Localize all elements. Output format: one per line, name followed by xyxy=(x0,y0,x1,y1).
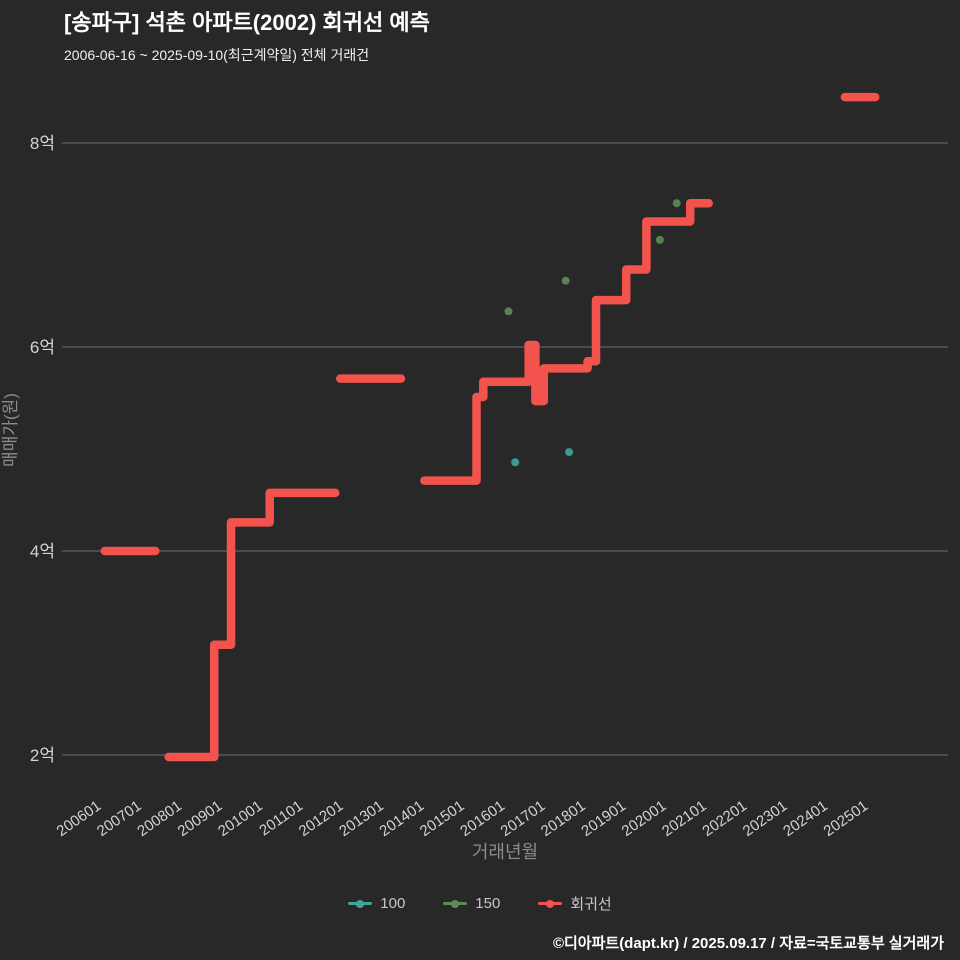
data-point xyxy=(672,199,681,208)
x-tick-labels: 2006012007012008012009012010012011012012… xyxy=(54,797,872,840)
legend-label: 100 xyxy=(380,895,406,912)
x-tick-label: 201801 xyxy=(538,797,589,840)
x-tick-label: 200601 xyxy=(54,797,105,840)
x-tick-label: 201101 xyxy=(256,797,306,839)
legend-item-100: 100 xyxy=(348,895,405,912)
source-credit: ©디아파트(dapt.kr) / 2025.09.17 / 자료=국토교통부 실… xyxy=(552,935,944,952)
legend-item-regression: 회귀선 xyxy=(538,893,612,914)
y-gridlines: 2억 4억 6억 8억 xyxy=(30,134,948,765)
y-tick-label: 2억 xyxy=(30,746,55,765)
x-tick-label: 201001 xyxy=(215,797,266,840)
legend-marker-regression-icon xyxy=(538,899,563,908)
legend-label: 회귀선 xyxy=(570,896,612,913)
data-point xyxy=(504,307,513,316)
x-tick-label: 201301 xyxy=(336,797,387,840)
y-tick-label: 8억 xyxy=(30,134,55,153)
page-title: [송파구] 석촌 아파트(2002) 회귀선 예측 xyxy=(64,10,430,35)
y-tick-label: 4억 xyxy=(30,542,55,561)
chart-header: [송파구] 석촌 아파트(2002) 회귀선 예측 2006-06-16 ~ 2… xyxy=(64,8,430,65)
x-tick-label: 201201 xyxy=(296,797,347,840)
legend-label: 150 xyxy=(475,895,501,912)
x-tick-label: 200701 xyxy=(94,797,145,840)
x-tick-label: 202201 xyxy=(699,797,750,840)
legend-marker-150-icon xyxy=(443,899,468,908)
legend-marker-100-icon xyxy=(348,899,373,908)
regression-line xyxy=(100,92,880,762)
x-tick-label: 200801 xyxy=(134,797,185,840)
x-tick-label: 201901 xyxy=(578,797,629,840)
y-tick-label: 6억 xyxy=(30,338,55,357)
x-tick-label: 201501 xyxy=(417,797,468,840)
data-point xyxy=(561,276,570,285)
x-axis-label: 거래년월 xyxy=(472,842,538,862)
x-tick-label: 202001 xyxy=(619,797,670,840)
x-tick-label: 200901 xyxy=(175,797,226,840)
regression-segment xyxy=(420,198,713,485)
x-tick-label: 202401 xyxy=(780,797,831,840)
x-tick-label: 202101 xyxy=(659,797,710,840)
data-point xyxy=(655,235,664,244)
legend-item-150: 150 xyxy=(443,895,500,912)
x-tick-label: 201701 xyxy=(498,797,549,840)
scatter-series-100 xyxy=(511,448,574,467)
chart-legend: 100 150 회귀선 xyxy=(0,893,960,914)
page-subtitle: 2006-06-16 ~ 2025-09-10(최근계약일) 전체 거래건 xyxy=(64,46,370,63)
data-point xyxy=(565,448,574,457)
data-point xyxy=(511,458,520,467)
scatter-series-150 xyxy=(504,199,681,316)
x-tick-label: 201401 xyxy=(376,797,427,840)
regression-segment xyxy=(164,488,340,762)
x-tick-label: 202301 xyxy=(740,797,791,840)
y-axis-label: 매매가(원) xyxy=(1,393,20,467)
x-tick-label: 201601 xyxy=(457,797,508,840)
x-tick-label: 202501 xyxy=(821,797,872,840)
